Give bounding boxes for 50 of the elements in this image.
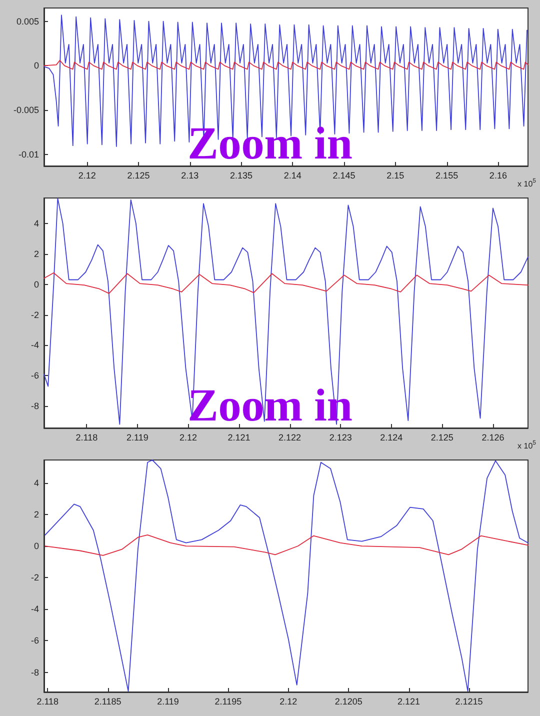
- y-tick-label: 2: [34, 509, 39, 520]
- y-tick-label: -0.005: [13, 105, 39, 116]
- line-series: [44, 60, 528, 70]
- x-tick-label: 2.121: [228, 432, 250, 442]
- x-tick-label: 2.145: [332, 170, 356, 180]
- x-tick-label: 2.126: [482, 432, 504, 442]
- x-tick-label: 2.118: [76, 432, 98, 442]
- x-tick-label: 2.125: [127, 170, 150, 180]
- x-tick-label: 2.135: [230, 170, 253, 180]
- y-tick-label: -4: [30, 340, 39, 350]
- y-tick-label: 0: [34, 60, 39, 71]
- y-tick-label: 0: [34, 279, 39, 290]
- x-tick-label: 2.121: [398, 696, 420, 706]
- y-tick-label: -6: [30, 370, 39, 381]
- line-series: [44, 534, 528, 556]
- x-tick-label: 2.123: [329, 432, 352, 442]
- y-tick-label: 2: [34, 248, 39, 259]
- y-tick-label: 4: [34, 478, 39, 488]
- x-tick-label: 2.12: [280, 696, 298, 706]
- y-tick-label: -2: [30, 310, 39, 320]
- line-series: [44, 198, 528, 425]
- x-tick-label: 2.13: [181, 170, 199, 180]
- x-tick-label: 2.119: [126, 432, 148, 442]
- y-tick-label: -4: [30, 604, 39, 614]
- x-tick-label: 2.124: [380, 432, 403, 442]
- y-tick-label: -8: [30, 667, 39, 678]
- annotation: Zoom in: [188, 118, 352, 168]
- x-tick-label: 2.1205: [334, 696, 362, 706]
- x-tick-label: 2.15: [386, 170, 404, 180]
- x-tick-label: 2.16: [489, 170, 507, 180]
- x-tick-label: 2.119: [157, 696, 179, 706]
- y-tick-label: 4: [34, 218, 39, 228]
- y-tick-label: -6: [30, 636, 39, 646]
- x-tick-label: 2.155: [436, 170, 458, 180]
- x-tick-label: 2.122: [278, 432, 302, 442]
- x-tick-label: 2.12: [78, 170, 96, 180]
- y-tick-label: -2: [30, 572, 39, 583]
- y-tick-label: 0: [34, 541, 39, 552]
- x-tick-label: 2.1215: [455, 696, 483, 706]
- x-tick-label: 2.125: [430, 432, 454, 442]
- x-tick-label: 2.118: [36, 696, 59, 706]
- y-tick-label: 0.005: [16, 16, 39, 26]
- y-tick-label: -0.01: [18, 149, 39, 160]
- x-tick-label: 2.14: [284, 170, 302, 180]
- line-series: [44, 460, 528, 692]
- line-series: [44, 272, 528, 294]
- x-tick-label: 2.1185: [94, 696, 122, 706]
- x-tick-label: 2.1195: [214, 696, 242, 706]
- y-tick-label: -8: [30, 401, 39, 412]
- x-tick-label: 2.12: [179, 432, 197, 442]
